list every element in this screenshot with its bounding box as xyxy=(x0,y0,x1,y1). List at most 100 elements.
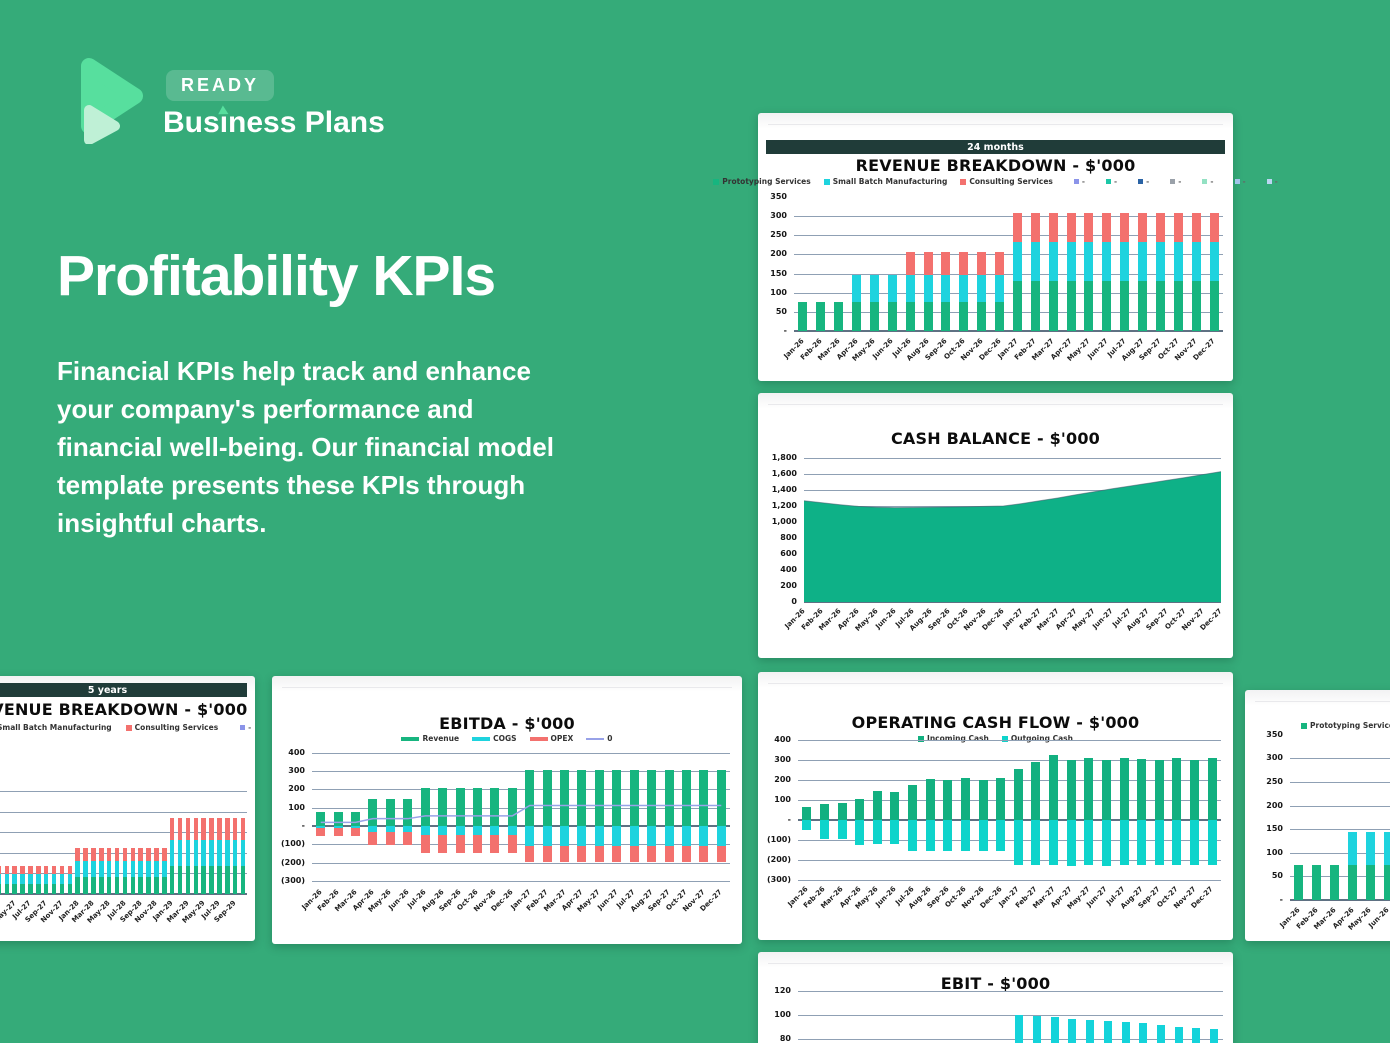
bar-segment xyxy=(837,820,847,839)
bar-segment xyxy=(240,818,246,841)
y-tick-label: 400 xyxy=(780,565,797,574)
bar-segment xyxy=(438,835,448,854)
chart-title: EBIT - $'000 xyxy=(940,974,1051,993)
grid-line xyxy=(804,458,1221,459)
bar-segment xyxy=(647,826,657,847)
bar-segment xyxy=(1348,864,1358,900)
bar-segment xyxy=(612,826,622,847)
bar-segment xyxy=(699,769,709,826)
bar-segment xyxy=(154,876,159,894)
bar-segment xyxy=(240,840,246,866)
bar-segment xyxy=(1012,281,1022,331)
bar-segment xyxy=(1119,820,1129,865)
bar-segment xyxy=(385,826,395,833)
bar-segment xyxy=(59,874,65,884)
bar-segment xyxy=(490,826,500,836)
bar-segment xyxy=(1365,864,1375,900)
bar-segment xyxy=(106,876,112,894)
grid-line xyxy=(798,991,1223,992)
grid-line xyxy=(794,292,1223,294)
grid-line xyxy=(798,840,1221,841)
bar-segment xyxy=(943,820,953,851)
brand-i-with-triangle-dot: i xyxy=(219,106,229,139)
bar-segment xyxy=(99,861,104,877)
legend-label: OPEX xyxy=(550,734,574,743)
grid-line xyxy=(1290,829,1390,831)
bar-segment xyxy=(316,827,326,837)
bar-segment xyxy=(869,302,879,331)
bar-segment xyxy=(1013,769,1023,820)
bar-segment xyxy=(681,846,691,862)
bar-segment xyxy=(146,847,151,861)
bar-segment xyxy=(1312,864,1322,900)
bar-segment xyxy=(217,865,222,894)
period-badge-24-months: 24 months xyxy=(766,140,1225,154)
bar-segment xyxy=(977,275,987,303)
bar-segment xyxy=(872,820,882,844)
bar-segment xyxy=(507,788,517,826)
bar-segment xyxy=(923,302,933,331)
bar-segment xyxy=(438,788,448,826)
ebitda-card: EBITDA - $'000 Revenue COGS OPEX 0 400 300 20… xyxy=(272,676,742,944)
bar-segment xyxy=(472,835,482,854)
bar-segment xyxy=(1084,820,1094,865)
bar-segment xyxy=(612,846,622,862)
chart-legend: Prototyping Services Small Batch Manufact… xyxy=(713,177,1278,186)
bar-segment xyxy=(368,826,378,833)
bar-segment xyxy=(577,826,587,847)
bar-segment xyxy=(629,846,639,862)
y-tick-label: 200 xyxy=(774,775,791,784)
bar-segment xyxy=(925,779,935,820)
bar-segment xyxy=(1066,820,1076,866)
bar-segment xyxy=(1209,213,1219,243)
bar-segment xyxy=(960,820,970,851)
bar-segment xyxy=(138,861,143,877)
legend-label: COGS xyxy=(493,734,517,743)
bar-segment xyxy=(525,846,535,862)
description-line: insightful charts. xyxy=(57,508,267,538)
bar-segment xyxy=(1348,831,1358,865)
y-tick-label: 1,200 xyxy=(771,501,797,510)
bar-segment xyxy=(834,302,844,331)
bar-segment xyxy=(99,876,104,894)
bar-segment xyxy=(1048,213,1058,243)
legend-swatch xyxy=(586,737,605,740)
bar-segment xyxy=(890,792,900,820)
legend-label: Small Batch Manufacturing xyxy=(0,723,112,732)
brand-name-part: Bus xyxy=(163,106,220,139)
legend-ghost-item: - xyxy=(1266,177,1278,186)
bar-segment xyxy=(802,807,812,820)
legend-swatch xyxy=(918,735,925,742)
description-line: template presents these KPIs through xyxy=(57,470,526,500)
bar-segment xyxy=(577,769,587,826)
y-tick-label: 50 xyxy=(1271,871,1283,881)
y-tick-label: 200 xyxy=(780,581,797,590)
bar-segment xyxy=(472,788,482,826)
page-title: Profitability KPIs xyxy=(57,244,496,308)
bar-segment xyxy=(1137,820,1147,865)
card-top-divider xyxy=(768,124,1223,125)
bar-segment xyxy=(154,847,159,861)
chart-legend: Prototyping Services xyxy=(1245,721,1390,730)
bar-segment xyxy=(1191,281,1201,331)
bar-segment xyxy=(83,861,88,877)
bar-segment xyxy=(1172,758,1182,820)
y-tick-label: 1,800 xyxy=(771,453,797,462)
bar-segment xyxy=(941,252,951,276)
bar-segment xyxy=(455,788,465,826)
bar-segment xyxy=(12,883,17,894)
legend-swatch xyxy=(1202,179,1208,184)
description-line: financial well-being. Our financial mode… xyxy=(57,432,554,462)
bar-segment xyxy=(12,865,17,875)
bar-segment xyxy=(1084,242,1094,282)
bar-segment xyxy=(351,812,361,826)
bar-segment xyxy=(59,883,65,894)
bar-segment xyxy=(217,818,222,841)
bar-segment xyxy=(351,826,361,828)
bar-segment xyxy=(1102,213,1112,243)
bar-segment xyxy=(162,861,167,877)
bar-segment xyxy=(908,785,918,820)
bar-segment xyxy=(560,826,570,847)
legend-item: Incoming Cash xyxy=(918,734,989,743)
bar-segment xyxy=(1120,242,1130,282)
